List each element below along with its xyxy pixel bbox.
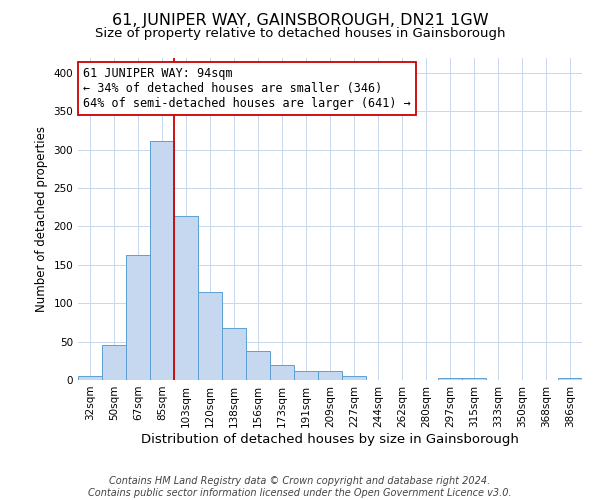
Bar (102, 344, 126, 380)
Y-axis label: Number of detached properties: Number of detached properties (35, 126, 48, 312)
Bar (174, 216, 198, 380)
Bar (342, 376, 366, 380)
Bar (270, 366, 294, 380)
Bar (438, 378, 462, 380)
Bar (126, 255, 150, 380)
Bar (222, 328, 246, 380)
Bar (198, 292, 222, 380)
Text: 61, JUNIPER WAY, GAINSBOROUGH, DN21 1GW: 61, JUNIPER WAY, GAINSBOROUGH, DN21 1GW (112, 12, 488, 28)
Text: 61 JUNIPER WAY: 94sqm
← 34% of detached houses are smaller (346)
64% of semi-det: 61 JUNIPER WAY: 94sqm ← 34% of detached … (83, 67, 411, 110)
X-axis label: Distribution of detached houses by size in Gainsborough: Distribution of detached houses by size … (141, 432, 519, 446)
Bar (294, 371, 318, 380)
Bar (558, 378, 582, 380)
Bar (150, 141, 174, 380)
Bar (78, 376, 102, 380)
Bar (318, 371, 342, 380)
Text: Size of property relative to detached houses in Gainsborough: Size of property relative to detached ho… (95, 28, 505, 40)
Bar (462, 378, 486, 380)
Text: Contains HM Land Registry data © Crown copyright and database right 2024.
Contai: Contains HM Land Registry data © Crown c… (88, 476, 512, 498)
Bar (246, 351, 270, 380)
